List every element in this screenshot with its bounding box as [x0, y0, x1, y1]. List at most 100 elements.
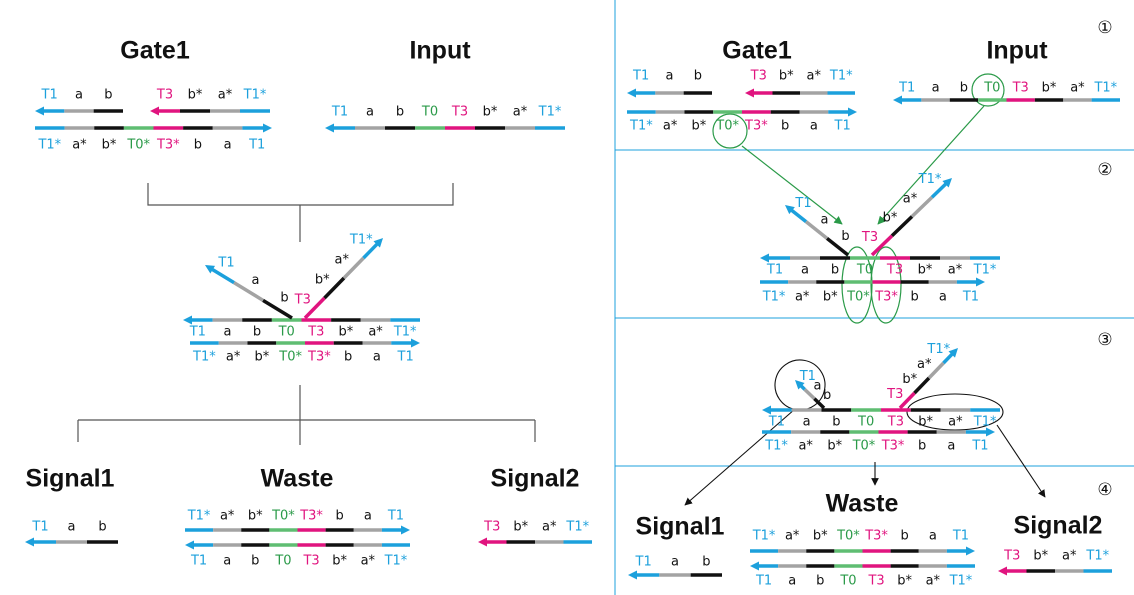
arrowhead: [150, 106, 159, 116]
step-number: ②: [1097, 160, 1112, 180]
domain-label: b*: [315, 273, 330, 288]
domain-label: b*: [918, 263, 933, 278]
domain-label: T1: [41, 88, 58, 103]
domain-label: b: [901, 529, 909, 544]
domain-label: T3: [307, 325, 324, 340]
domain-label: a*: [785, 529, 800, 544]
domain-label: T1: [834, 119, 851, 134]
domain-label: T1*: [829, 69, 853, 84]
domain-label: a*: [948, 263, 963, 278]
domain-label: T3*: [744, 119, 768, 134]
domain-label: T3: [886, 387, 903, 402]
domain-label: T1*: [752, 529, 776, 544]
arrowhead: [966, 546, 975, 556]
domain-label: T1*: [192, 350, 216, 365]
section-title: Signal1: [636, 513, 725, 541]
domain-label: a*: [72, 138, 87, 153]
domain-label: T3*: [874, 290, 898, 305]
domain-label: a*: [1062, 549, 1077, 564]
domain-label: T3*: [307, 350, 331, 365]
domain-label: a*: [663, 119, 678, 134]
domain-label: T3*: [864, 529, 888, 544]
domain-label: a: [366, 105, 374, 120]
domain-label: T0: [857, 415, 874, 430]
domain-label: a*: [807, 69, 822, 84]
domain-label: T0: [839, 574, 856, 589]
arrowhead: [762, 405, 771, 415]
domain-label: a: [803, 415, 811, 430]
domain-label: T1: [190, 554, 207, 569]
arrowhead: [848, 107, 857, 117]
domain-label: b*: [691, 119, 706, 134]
domain-label: T3: [886, 263, 903, 278]
domain-label: T1*: [918, 172, 942, 187]
domain-label: T0: [421, 105, 438, 120]
strand-segment: [927, 361, 945, 380]
domain-label: T3: [887, 415, 904, 430]
domain-label: b: [253, 325, 261, 340]
arrowhead: [401, 525, 410, 535]
domain-label: T1*: [37, 138, 61, 153]
step-number: ③: [1097, 330, 1112, 350]
arrowhead: [998, 566, 1007, 576]
domain-label: b*: [339, 325, 354, 340]
domain-label: T3: [294, 293, 311, 308]
section-title: Signal2: [1014, 512, 1103, 540]
domain-label: a*: [798, 439, 813, 454]
domain-label: a: [810, 119, 818, 134]
domain-label: T1: [387, 509, 404, 524]
domain-label: T3*: [881, 439, 905, 454]
domain-label: b*: [918, 415, 933, 430]
arrowhead: [976, 277, 985, 287]
domain-label: T1*: [187, 509, 211, 524]
arrowhead: [948, 348, 958, 358]
domain-label: T1: [755, 574, 772, 589]
domain-label: a: [223, 325, 231, 340]
section-title: Input: [409, 37, 471, 65]
arrowhead: [25, 537, 34, 547]
domain-label: a*: [368, 325, 383, 340]
domain-label: a*: [926, 574, 941, 589]
strand-segment: [804, 220, 829, 240]
strand-segment: [323, 276, 346, 300]
domain-label: b*: [897, 574, 912, 589]
domain-label: T3*: [156, 138, 180, 153]
domain-label: T1*: [384, 554, 408, 569]
domain-label: T0*: [278, 350, 302, 365]
arrowhead: [373, 238, 383, 248]
domain-label: T0: [278, 325, 295, 340]
domain-label: T3: [302, 554, 319, 569]
domain-label: b: [344, 350, 352, 365]
domain-label: b*: [823, 290, 838, 305]
domain-label: T0*: [846, 290, 870, 305]
domain-label: T3: [483, 520, 500, 535]
domain-label: T1*: [762, 290, 786, 305]
arrowhead: [745, 88, 754, 98]
domain-label: T1*: [538, 105, 562, 120]
domain-label: b: [98, 520, 106, 535]
arrowhead: [628, 570, 637, 580]
domain-label: b*: [1033, 549, 1048, 564]
arrowhead: [785, 205, 795, 215]
domain-label: a*: [917, 357, 932, 372]
domain-label: b*: [513, 520, 528, 535]
section-title: Waste: [826, 490, 899, 518]
domain-label: a: [252, 273, 260, 288]
domain-label: a: [373, 350, 381, 365]
domain-label: a: [932, 81, 940, 96]
arrowhead: [185, 540, 194, 550]
domain-label: T1: [794, 196, 811, 211]
domain-label: b*: [779, 69, 794, 84]
domain-label: T1: [971, 439, 988, 454]
domain-label: a*: [1070, 81, 1085, 96]
domain-label: b*: [1042, 81, 1057, 96]
domain-label: b: [960, 81, 968, 96]
arrowhead: [325, 123, 334, 133]
arrowhead: [893, 95, 902, 105]
domain-label: a*: [220, 509, 235, 524]
domain-label: T1: [632, 69, 649, 84]
strand-segment: [803, 388, 816, 400]
domain-label: a*: [903, 191, 918, 206]
domain-label: b: [823, 388, 831, 403]
